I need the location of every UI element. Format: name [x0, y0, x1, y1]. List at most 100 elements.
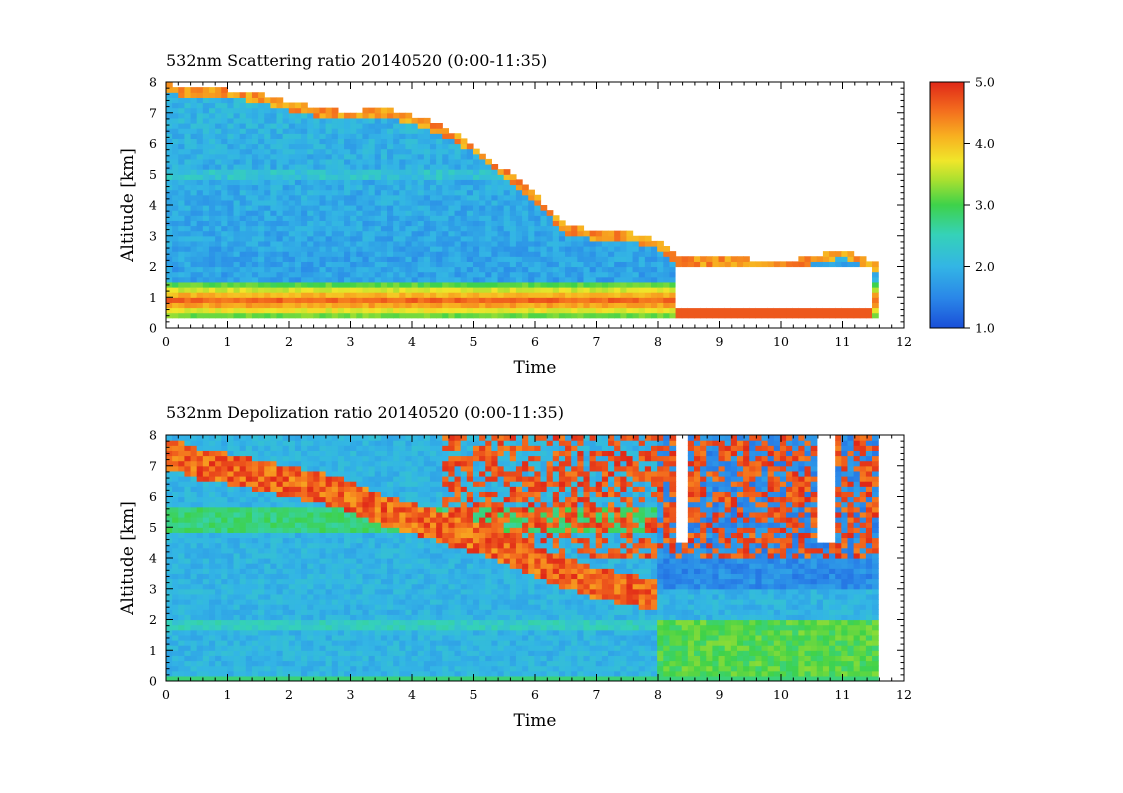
- heatmap-cell: [282, 302, 290, 309]
- heatmap-cell: [215, 240, 222, 247]
- heatmap-cell: [638, 276, 646, 283]
- heatmap-cell: [331, 588, 339, 595]
- heatmap-cell: [233, 670, 241, 677]
- heatmap-cell: [405, 266, 413, 273]
- heatmap-cell: [184, 455, 192, 462]
- heatmap-cell: [221, 297, 228, 303]
- heatmap-cell: [184, 102, 192, 109]
- heatmap-cell: [829, 271, 836, 278]
- heatmap-cell: [190, 629, 198, 636]
- heatmap-cell: [614, 240, 621, 247]
- heatmap-cell: [227, 445, 235, 451]
- heatmap-cell: [282, 292, 290, 298]
- heatmap-cell: [184, 199, 192, 206]
- heatmap-cell: [405, 174, 413, 180]
- heatmap-cell: [522, 266, 529, 273]
- heatmap-cell: [288, 312, 296, 319]
- heatmap-cell: [221, 225, 228, 232]
- heatmap-cell: [215, 261, 222, 268]
- heatmap-cell: [644, 266, 652, 273]
- heatmap-cell: [319, 235, 327, 242]
- heatmap-cell: [337, 634, 345, 641]
- heatmap-cell: [196, 189, 204, 196]
- heatmap-cell: [528, 199, 535, 206]
- heatmap-cell: [221, 266, 228, 273]
- heatmap-cell: [251, 297, 259, 303]
- heatmap-cell: [319, 169, 327, 175]
- heatmap-cell: [804, 292, 812, 298]
- heatmap-cell: [755, 276, 763, 283]
- heatmap-cell: [356, 266, 364, 273]
- heatmap-cell: [472, 271, 480, 278]
- heatmap-cell: [325, 312, 333, 319]
- heatmap-cell: [239, 645, 247, 651]
- heatmap-cell: [356, 542, 364, 549]
- heatmap-cell: [571, 240, 578, 247]
- heatmap-cell: [202, 240, 210, 247]
- heatmap-cell: [786, 307, 793, 314]
- heatmap-cell: [184, 491, 192, 498]
- heatmap-cell: [472, 281, 480, 288]
- heatmap-cell: [651, 271, 658, 278]
- heatmap-cell: [337, 281, 345, 288]
- heatmap-cell: [251, 634, 259, 641]
- heatmap-cell: [497, 302, 505, 309]
- heatmap-cell: [687, 261, 695, 268]
- heatmap-cell: [829, 302, 836, 309]
- heatmap-cell: [319, 128, 327, 134]
- heatmap-cell: [294, 593, 302, 600]
- heatmap-cell: [515, 240, 523, 247]
- heatmap-cell: [202, 235, 210, 242]
- heatmap-cell: [270, 450, 278, 457]
- heatmap-cell: [202, 578, 210, 585]
- heatmap-cell: [331, 506, 339, 513]
- heatmap-cell: [270, 496, 278, 503]
- heatmap-cell: [356, 665, 364, 672]
- heatmap-cell: [258, 153, 265, 160]
- heatmap-cell: [405, 199, 413, 206]
- heatmap-cell: [534, 194, 542, 201]
- heatmap-cell: [546, 307, 554, 314]
- heatmap-cell: [233, 511, 241, 518]
- heatmap-cell: [301, 174, 308, 180]
- heatmap-cell: [356, 220, 364, 227]
- heatmap-cell: [509, 276, 517, 283]
- heatmap-cell: [337, 476, 345, 482]
- heatmap-cell: [227, 271, 235, 278]
- heatmap-cell: [423, 123, 431, 129]
- heatmap-cell: [417, 148, 425, 155]
- heatmap-cell: [202, 522, 210, 528]
- scattering-ratio-x-ticks: 0 1 2 3 4 5 6 7 8 9 10 11 12: [162, 82, 912, 349]
- heatmap-cell: [515, 235, 523, 242]
- heatmap-cell: [276, 164, 284, 170]
- heatmap-cell: [184, 189, 192, 196]
- heatmap-cell: [227, 619, 235, 626]
- heatmap-cell: [724, 256, 732, 262]
- heatmap-cell: [196, 547, 204, 554]
- heatmap-cell: [460, 292, 468, 298]
- heatmap-cell: [454, 179, 462, 186]
- heatmap-cell: [387, 276, 394, 283]
- heatmap-cell: [307, 655, 314, 662]
- heatmap-cell: [196, 292, 204, 298]
- heatmap-cell: [829, 261, 836, 268]
- heatmap-cell: [313, 614, 321, 621]
- heatmap-cell: [442, 174, 450, 180]
- heatmap-cell: [307, 435, 314, 441]
- heatmap-cell: [442, 292, 450, 298]
- heatmap-cell: [350, 261, 357, 268]
- heatmap-cell: [294, 189, 302, 196]
- heatmap-cell: [779, 266, 787, 273]
- heatmap-cell: [485, 235, 492, 242]
- heatmap-cell: [736, 266, 744, 273]
- heatmap-cell: [522, 210, 529, 216]
- heatmap-cell: [651, 307, 658, 314]
- heatmap-cell: [368, 640, 376, 646]
- heatmap-cell: [319, 164, 327, 170]
- heatmap-cell: [276, 660, 284, 667]
- heatmap-cell: [362, 148, 370, 155]
- heatmap-cell: [172, 552, 179, 559]
- heatmap-cell: [350, 271, 357, 278]
- heatmap-cell: [215, 153, 222, 160]
- heatmap-cell: [190, 481, 198, 487]
